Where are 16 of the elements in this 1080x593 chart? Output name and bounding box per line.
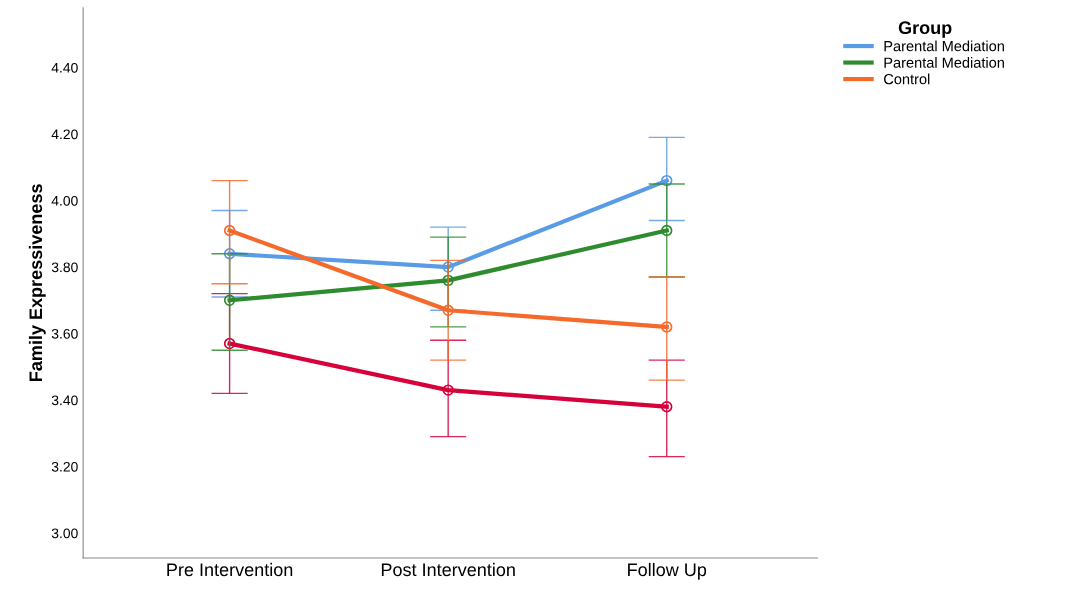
y-tick-label: 3.60: [51, 328, 78, 339]
y-tick-label: 3.20: [51, 461, 78, 472]
x-tick-label: Follow Up: [628, 562, 707, 580]
x-tick-label: Pre Intervention: [167, 562, 293, 577]
y-tick-label: 3.80: [51, 262, 78, 273]
y-tick-label: 4.20: [51, 129, 78, 140]
legend-title: Group: [898, 21, 952, 38]
y-tick-label: 4.40: [51, 62, 78, 73]
y-tick-label: 4.00: [51, 195, 78, 206]
legend-label: Parental Mediation: [884, 40, 1004, 52]
y-tick-label: 3.40: [51, 395, 78, 406]
legend-label: Parental Mediation: [884, 57, 1004, 68]
legend-label: Control: [884, 73, 930, 85]
x-tick-label: Post Intervention: [381, 562, 515, 577]
y-axis-title: Family Expressiveness: [28, 184, 46, 382]
y-tick-label: 3.00: [51, 528, 78, 539]
